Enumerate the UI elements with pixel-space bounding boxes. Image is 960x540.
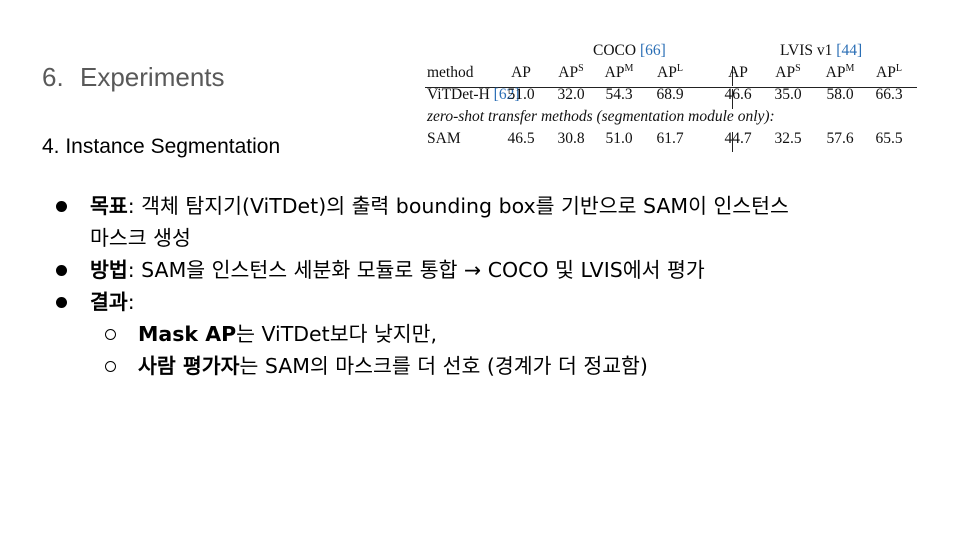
- lvis-metric-header-2: APM: [825, 63, 855, 82]
- goal-label: 목표: [90, 194, 128, 218]
- lvis-metric-header-3: APL: [876, 63, 902, 82]
- table-zero-shot-body: SAM 46.5 30.8 51.0 61.7 44.7 32.5 57.6 65.5: [425, 130, 917, 152]
- lvis-metric-header-1: APS: [775, 63, 801, 82]
- coco-value: 32.0: [557, 86, 585, 103]
- bullet-goal: 목표: 객체 탐지기(ViTDet)의 출력 bounding box를 기반으…: [52, 190, 932, 254]
- table-body: ViTDet-H [62] 51.0 32.0 54.3 68.9 46.6 35.0 58.…: [425, 86, 917, 108]
- coco-value: 51.0: [507, 86, 535, 103]
- bullet-result: 결과:: [52, 286, 932, 318]
- coco-value: 61.7: [656, 130, 684, 147]
- coco-metric-header-3: APL: [657, 63, 683, 82]
- lvis-value: 35.0: [774, 86, 802, 103]
- method-name: SAM: [427, 130, 461, 147]
- method-citation: [62]: [493, 86, 520, 103]
- method-name: ViTDet-H [62]: [427, 86, 520, 103]
- table-divider-sam: [732, 132, 733, 152]
- group-header-lvis: LVIS v1 [44]: [780, 42, 863, 59]
- lvis-metric-header-0: AP: [728, 64, 748, 81]
- table-divider-header: [732, 66, 733, 86]
- lvis-value: 57.6: [826, 130, 854, 147]
- table-column-header-row: method AP APS APM APL AP APS APM APL: [425, 64, 917, 86]
- bullet-dot-icon: [56, 265, 67, 276]
- coco-value: 46.5: [507, 130, 535, 147]
- coco-value: 30.8: [557, 130, 585, 147]
- sub-bullet-circle-icon: [105, 361, 116, 372]
- lvis-value: 58.0: [826, 86, 854, 103]
- lvis-value: 44.7: [724, 130, 752, 147]
- coco-metric-header-1: APS: [558, 63, 584, 82]
- result-text: :: [127, 290, 135, 314]
- coco-value: 54.3: [605, 86, 633, 103]
- bullet-dot-icon: [56, 201, 67, 212]
- lvis-value: 32.5: [774, 130, 802, 147]
- table-row: ViTDet-H [62] 51.0 32.0 54.3 68.9 46.6 35.0 58.…: [425, 86, 917, 108]
- method-text: : SAM을 인스턴스 세분화 모듈로 통합 → COCO 및 LVIS에서 평…: [127, 258, 705, 282]
- coco-value: 51.0: [605, 130, 633, 147]
- sub-bullet-human-eval: 사람 평가자는 SAM의 마스크를 더 선호 (경계가 더 정교함): [52, 350, 932, 382]
- results-table: COCO [66] LVIS v1 [44] method AP APS APM AP…: [425, 42, 917, 152]
- subsection-title: 4. Instance Segmentation: [42, 135, 281, 158]
- mask-ap-label: Mask AP: [138, 322, 237, 346]
- goal-text: : 객체 탐지기(ViTDet)의 출력 bounding box를 기반으로 …: [127, 194, 789, 218]
- lvis-citation: [44]: [836, 42, 863, 59]
- human-eval-text: 는 SAM의 마스크를 더 선호 (경계가 더 정교함): [239, 354, 648, 378]
- method-label: 방법: [90, 258, 128, 282]
- table-rule-top: [425, 87, 917, 88]
- method-column-header: method: [427, 64, 474, 81]
- coco-metric-header-0: AP: [511, 64, 531, 81]
- goal-text-continued: 마스크 생성: [90, 226, 191, 250]
- section-number: 6.: [42, 62, 64, 92]
- bullet-dot-icon: [56, 297, 67, 308]
- lvis-value: 46.6: [724, 86, 752, 103]
- table-row: SAM 46.5 30.8 51.0 61.7 44.7 32.5 57.6 65.5: [425, 130, 917, 152]
- coco-metric-header-2: APM: [604, 63, 634, 82]
- section-title-text: Experiments: [80, 62, 225, 92]
- zero-shot-note: zero-shot transfer methods (segmentation…: [427, 108, 775, 125]
- human-eval-label: 사람 평가자: [138, 354, 240, 378]
- bullet-list: 목표: 객체 탐지기(ViTDet)의 출력 bounding box를 기반으…: [52, 190, 932, 382]
- table-group-header-row: COCO [66] LVIS v1 [44]: [425, 42, 917, 64]
- lvis-value: 66.3: [875, 86, 903, 103]
- sub-bullet-circle-icon: [105, 329, 116, 340]
- result-label: 결과: [90, 290, 128, 314]
- mask-ap-text: 는 ViTDet보다 낮지만,: [236, 322, 438, 346]
- coco-citation: [66]: [639, 42, 666, 59]
- table-section-note-row: zero-shot transfer methods (segmentation…: [425, 108, 917, 130]
- section-title: 6. Experiments: [42, 62, 225, 93]
- group-header-coco: COCO [66]: [593, 42, 666, 59]
- bullet-method: 방법: SAM을 인스턴스 세분화 모듈로 통합 → COCO 및 LVIS에서…: [52, 254, 932, 286]
- coco-value: 68.9: [656, 86, 684, 103]
- sub-bullet-mask-ap: Mask AP는 ViTDet보다 낮지만,: [52, 318, 932, 350]
- table-divider-row: [732, 89, 733, 109]
- lvis-value: 65.5: [875, 130, 903, 147]
